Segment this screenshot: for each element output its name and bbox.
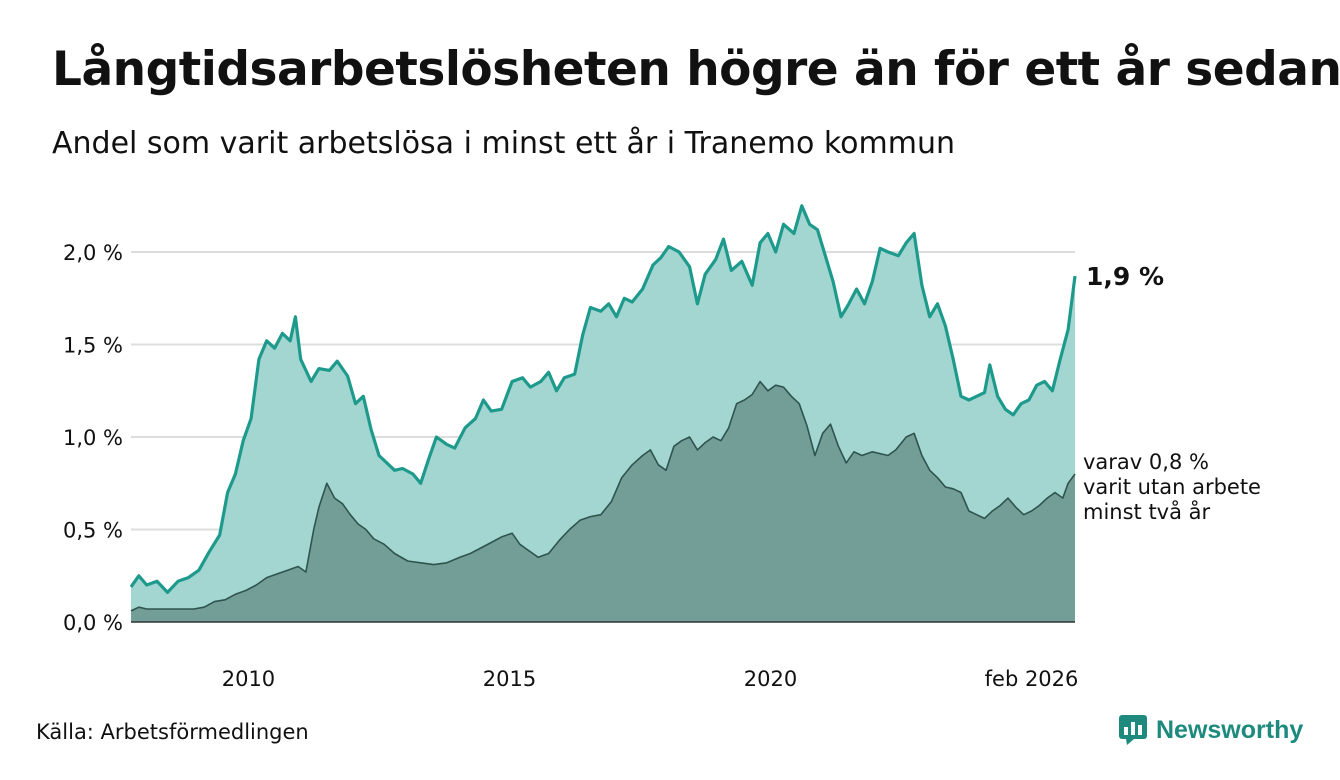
brand-name: Newsworthy <box>1156 715 1304 744</box>
x-axis-ticks: 2010 2015 2020 feb 2026 <box>222 667 1079 691</box>
series-line-main <box>129 204 1077 594</box>
chart-title: Långtidsarbetslösheten högre än för ett … <box>52 42 1340 97</box>
brand-logo: Newsworthy <box>1118 714 1303 746</box>
y-tick-label: 0,5 % <box>63 519 123 543</box>
x-tick-label: 2015 <box>483 667 536 691</box>
end-label-sub-line: varit utan arbete <box>1083 475 1261 499</box>
y-tick-label: 1,5 % <box>63 334 123 358</box>
end-label-sub: varav 0,8 % <box>1083 450 1209 474</box>
y-axis-ticks: 0,0 % 0,5 % 1,0 % 1,5 % 2,0 % <box>63 241 123 635</box>
series-line-sub <box>130 380 1076 612</box>
newsworthy-logo-icon <box>1119 715 1147 745</box>
y-tick-label: 1,0 % <box>63 426 123 450</box>
chart-subtitle: Andel som varit arbetslösa i minst ett å… <box>52 126 955 161</box>
end-label-main: 1,9 % <box>1086 262 1164 291</box>
chart-area: 0,0 % 0,5 % 1,0 % 1,5 % 2,0 % 2010 2015 2020 fe… <box>63 204 1261 691</box>
x-tick-label: feb 2026 <box>985 667 1079 691</box>
end-label-sub-line: minst två år <box>1083 499 1211 524</box>
y-tick-label: 0,0 % <box>63 611 123 635</box>
y-tick-label: 2,0 % <box>63 241 123 265</box>
source-note: Källa: Arbetsförmedlingen <box>36 720 309 744</box>
x-tick-label: 2010 <box>222 667 275 691</box>
area-fill-sub <box>131 381 1075 622</box>
x-tick-label: 2020 <box>744 667 797 691</box>
